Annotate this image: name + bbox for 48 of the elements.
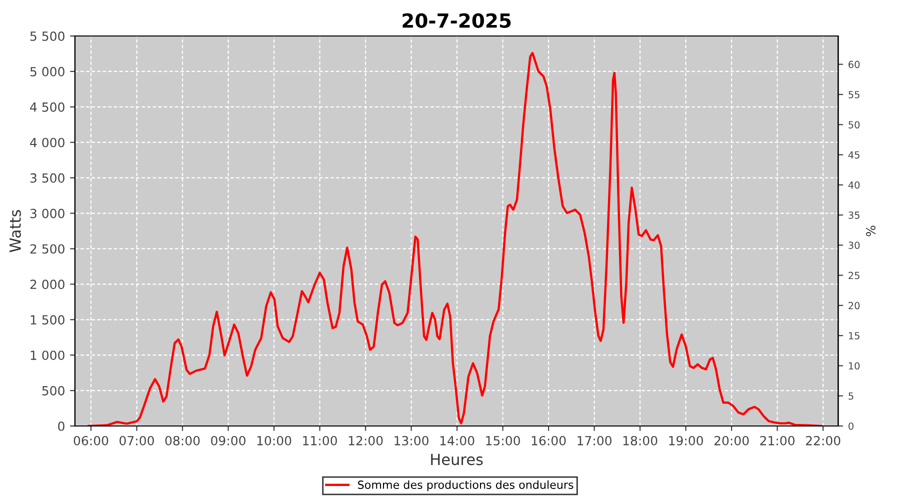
x-tick-label: 18:00 (623, 436, 658, 446)
y-tick-label: 2 000 (30, 280, 64, 290)
y-tick-label: 1 000 (30, 350, 64, 360)
y2-tick-label: 5 (848, 392, 854, 400)
y2-tick-label: 25 (848, 272, 860, 280)
x-tick-label: 19:00 (669, 436, 703, 446)
y-tick-label: 1 500 (30, 315, 64, 325)
legend-label: Somme des productions des onduleurs (358, 480, 574, 492)
x-tick-label: 11:00 (303, 436, 337, 446)
y2-tick-label: 35 (848, 212, 860, 219)
x-tick-label: 08:00 (165, 436, 200, 446)
y2-tick-label: 40 (848, 181, 860, 189)
x-tick-label: 15:00 (486, 436, 520, 446)
x-tick-label: 07:00 (120, 436, 154, 446)
x-axis-title: Heures (431, 454, 483, 466)
x-tick-label: 20:00 (714, 436, 749, 446)
y-tick-label: 3 500 (30, 173, 64, 183)
y-tick-label: 3 000 (30, 208, 64, 218)
x-tick-label: 21:00 (760, 436, 794, 446)
chart-title: 20-7-2025 (402, 13, 511, 28)
line-series (88, 52, 822, 426)
x-tick-label: 09:00 (211, 436, 246, 446)
y2-axis-title: % (866, 226, 876, 236)
y-tick-label: 4 500 (30, 102, 64, 112)
x-tick-label: 17:00 (578, 436, 612, 446)
y-tick-label: 5 000 (30, 66, 64, 76)
y-tick-label: 500 (42, 386, 64, 396)
y-tick-label: 2 500 (30, 244, 64, 254)
y2-tick-label: 60 (848, 60, 860, 68)
y2-tick-label: 30 (848, 242, 860, 249)
y-axis-title: Watts (10, 210, 21, 252)
y2-tick-label: 15 (848, 332, 860, 340)
x-tick-label: 22:00 (806, 436, 840, 446)
x-tick-label: 14:00 (440, 436, 474, 446)
y2-tick-label: 20 (848, 302, 860, 310)
x-tick-label: 13:00 (394, 436, 428, 446)
x-tick-label: 16:00 (532, 436, 566, 446)
y2-tick-label: 50 (848, 121, 860, 128)
x-tick-label: 10:00 (257, 436, 292, 446)
y2-tick-label: 45 (848, 151, 860, 159)
y2-tick-label: 0 (848, 422, 854, 430)
x-tick-label: 12:00 (348, 436, 383, 446)
y-tick-label: 0 (58, 421, 64, 431)
y2-tick-label: 10 (848, 362, 860, 370)
y-tick-label: 5 500 (30, 31, 64, 41)
y2-tick-label: 55 (848, 91, 860, 98)
y-tick-label: 4 000 (30, 138, 64, 148)
x-tick-label: 06:00 (74, 436, 108, 446)
